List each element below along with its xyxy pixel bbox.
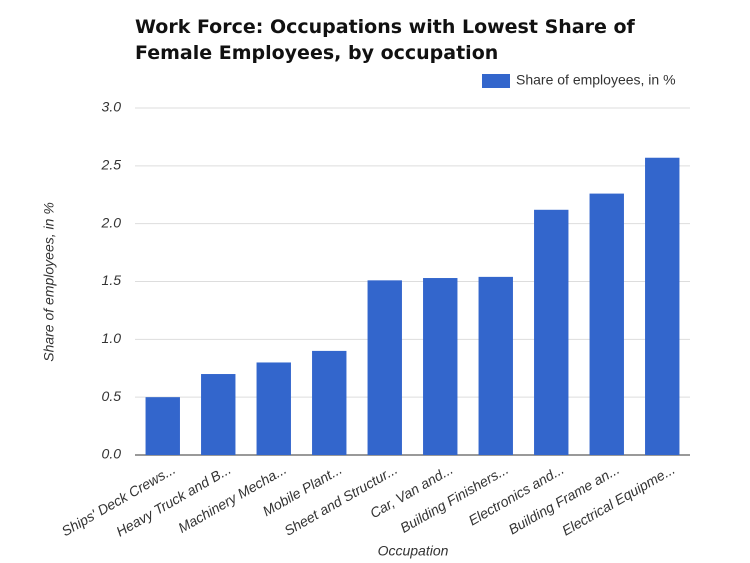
bar bbox=[201, 374, 236, 455]
legend-label: Share of employees, in % bbox=[516, 72, 676, 88]
bar bbox=[367, 280, 402, 455]
bar bbox=[312, 350, 347, 455]
y-tick-label: 1.0 bbox=[102, 330, 122, 346]
y-tick-label: 0.5 bbox=[102, 388, 122, 404]
y-tick-label: 0.0 bbox=[102, 446, 122, 462]
bar bbox=[145, 397, 180, 455]
y-tick-label: 2.5 bbox=[101, 157, 122, 173]
x-axis-label: Occupation bbox=[378, 543, 449, 559]
legend-swatch bbox=[482, 74, 510, 88]
bar bbox=[534, 209, 569, 455]
bar bbox=[589, 193, 624, 456]
bar bbox=[256, 362, 291, 455]
bar bbox=[423, 278, 458, 455]
bar bbox=[478, 276, 513, 455]
y-tick-label: 3.0 bbox=[102, 99, 122, 115]
y-tick-label: 1.5 bbox=[102, 272, 122, 288]
y-axis-label: Share of employees, in % bbox=[41, 202, 57, 362]
y-tick-label: 2.0 bbox=[101, 214, 122, 230]
bar bbox=[645, 157, 680, 455]
chart-title: Work Force: Occupations with Lowest Shar… bbox=[135, 16, 635, 64]
